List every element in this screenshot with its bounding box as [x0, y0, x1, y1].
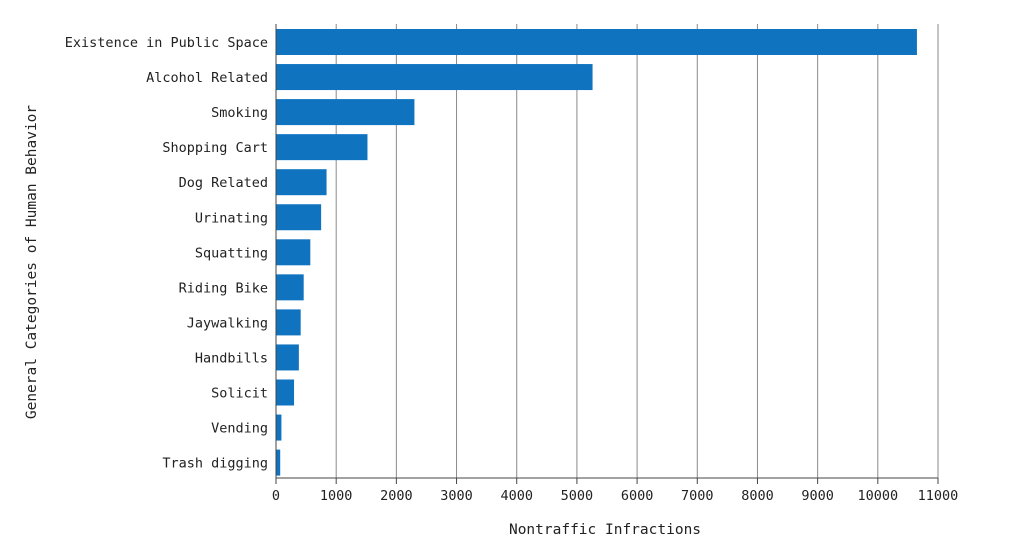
x-tick-label: 9000 [801, 488, 834, 504]
x-tick-label: 7000 [681, 488, 714, 504]
x-tick-label: 2000 [380, 488, 413, 504]
x-tick-label: 6000 [621, 488, 654, 504]
category-label: Jaywalking [187, 315, 268, 331]
bar [276, 29, 917, 55]
x-tick-label: 4000 [500, 488, 533, 504]
bar [276, 99, 415, 126]
category-label: Solicit [211, 386, 268, 402]
category-label: Smoking [211, 105, 268, 121]
bars [276, 29, 917, 476]
bar [276, 239, 311, 266]
bar [276, 309, 301, 336]
category-label: Squatting [195, 245, 268, 261]
bar [276, 414, 282, 441]
bar [276, 274, 304, 301]
bar [276, 449, 281, 476]
category-label: Dog Related [179, 175, 268, 191]
x-tick-label: 8000 [741, 488, 774, 504]
x-tick-label: 0 [272, 488, 280, 504]
x-tick-label: 1000 [320, 488, 353, 504]
category-label: Handbills [195, 350, 268, 366]
bar [276, 204, 322, 231]
bar [276, 169, 327, 196]
category-label: Riding Bike [179, 280, 268, 296]
category-labels: Existence in Public Space Alcohol Related… [65, 35, 268, 472]
category-label: Trash digging [162, 456, 268, 472]
category-label: Alcohol Related [146, 70, 268, 86]
category-label: Vending [211, 421, 268, 437]
bar [276, 344, 299, 371]
x-tick-label: 10000 [857, 488, 898, 504]
x-tick-label: 5000 [561, 488, 594, 504]
bar [276, 379, 295, 406]
bar [276, 64, 593, 91]
x-axis: 0 1000 2000 3000 4000 5000 6000 7000 8000 9000 100… [272, 24, 958, 504]
x-tick-label: 11000 [918, 488, 959, 504]
x-tick-label: 3000 [440, 488, 473, 504]
category-label: Shopping Cart [162, 140, 268, 156]
bar [276, 134, 368, 161]
y-axis-title: General Categories of Human Behavior [24, 105, 40, 420]
grid-lines [335, 24, 939, 478]
category-label: Urinating [195, 210, 268, 226]
x-axis-title: Nontraffic Infractions [509, 522, 701, 538]
category-label: Existence in Public Space [65, 35, 268, 51]
